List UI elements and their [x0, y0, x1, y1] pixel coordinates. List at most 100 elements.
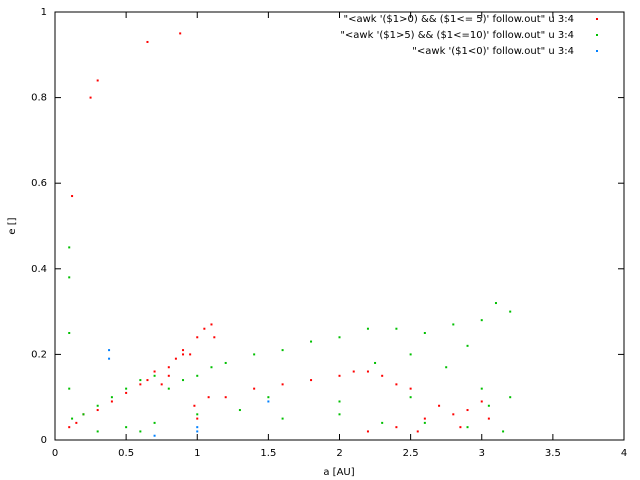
- legend-label: "<awk '($1<0)' follow.out" u 3:4: [412, 46, 574, 57]
- scatter-point: [395, 383, 398, 386]
- scatter-point: [193, 404, 196, 407]
- scatter-point: [210, 323, 213, 326]
- scatter-point: [179, 32, 182, 35]
- y-tick-label: 0: [41, 435, 47, 446]
- scatter-point: [395, 426, 398, 429]
- scatter-point: [68, 387, 71, 390]
- scatter-point: [182, 353, 185, 356]
- legend-swatch: [596, 18, 598, 20]
- scatter-point: [153, 370, 156, 373]
- scatter-point: [68, 332, 71, 334]
- x-tick-label: 0: [52, 448, 58, 459]
- scatter-point: [139, 383, 142, 386]
- scatter-point: [196, 413, 199, 416]
- scatter-point: [438, 404, 441, 407]
- scatter-point: [480, 387, 483, 390]
- scatter-point: [374, 361, 377, 364]
- scatter-point: [96, 409, 99, 412]
- scatter-point: [423, 421, 426, 424]
- scatter-point: [196, 336, 199, 339]
- scatter-point: [352, 370, 355, 373]
- scatter-point: [125, 426, 128, 429]
- scatter-point: [89, 96, 92, 99]
- scatter-point: [96, 430, 99, 433]
- scatter-point: [203, 327, 206, 330]
- scatter-point: [480, 400, 483, 403]
- scatter-point: [167, 374, 170, 377]
- scatter-point: [96, 79, 99, 82]
- scatter-point: [110, 396, 113, 399]
- scatter-point: [381, 421, 384, 424]
- scatter-point: [267, 396, 270, 399]
- scatter-point: [452, 323, 455, 326]
- scatter-point: [189, 353, 192, 356]
- scatter-point: [452, 413, 455, 416]
- scatter-point: [210, 366, 213, 369]
- scatter-point: [487, 417, 490, 420]
- scatter-point: [416, 430, 419, 433]
- scatter-point: [466, 409, 469, 412]
- scatter-point: [509, 310, 512, 313]
- x-axis-label: a [AU]: [323, 467, 354, 478]
- scatter-point: [310, 340, 313, 343]
- scatter-point: [68, 426, 71, 429]
- scatter-point: [310, 379, 313, 382]
- scatter-point: [509, 396, 512, 399]
- scatter-point: [338, 336, 341, 339]
- scatter-point: [253, 387, 256, 390]
- scatter-point: [238, 409, 241, 412]
- scatter-point: [174, 357, 177, 360]
- scatter-point: [366, 430, 369, 433]
- scatter-point: [68, 276, 71, 279]
- scatter-point: [494, 302, 497, 305]
- scatter-point: [167, 366, 170, 369]
- scatter-point: [196, 417, 199, 420]
- scatter-point: [68, 246, 71, 249]
- scatter-point: [153, 374, 156, 377]
- scatter-point: [459, 426, 462, 429]
- scatter-point: [167, 387, 170, 390]
- scatter-point: [207, 396, 210, 399]
- scatter-point: [182, 379, 185, 382]
- scatter-point: [423, 332, 426, 334]
- scatter-point: [466, 426, 469, 429]
- y-axis-label: e []: [7, 217, 18, 234]
- scatter-point: [338, 413, 341, 416]
- y-tick-label: 0.2: [31, 349, 47, 360]
- scatter-point: [71, 417, 74, 420]
- x-tick-label: 2: [336, 448, 342, 459]
- scatter-point: [153, 421, 156, 424]
- scatter-point: [96, 404, 99, 407]
- scatter-point: [253, 353, 256, 356]
- scatter-point: [409, 353, 412, 356]
- scatter-point: [281, 417, 284, 420]
- scatter-point: [196, 426, 199, 429]
- scatter-point: [366, 327, 369, 330]
- y-tick-label: 1: [41, 7, 47, 18]
- legend-swatch: [596, 34, 598, 36]
- scatter-point: [224, 361, 227, 364]
- scatter-point: [480, 319, 483, 322]
- scatter-point: [139, 379, 142, 382]
- x-tick-label: 3: [479, 448, 485, 459]
- legend-label: "<awk '($1>5) && ($1<=10)' follow.out" u…: [340, 30, 574, 41]
- y-tick-label: 0.4: [31, 264, 47, 275]
- scatter-point: [71, 195, 74, 198]
- scatter-point: [75, 421, 78, 424]
- scatter-point: [108, 357, 111, 360]
- y-tick-label: 0.8: [31, 93, 47, 104]
- scatter-point: [213, 336, 216, 339]
- scatter-point: [338, 400, 341, 403]
- scatter-point: [281, 349, 284, 352]
- scatter-point: [502, 430, 505, 433]
- scatter-point: [125, 387, 128, 390]
- scatter-point: [160, 383, 163, 386]
- scatter-point: [110, 400, 113, 403]
- scatter-point: [267, 400, 270, 403]
- scatter-point: [466, 344, 469, 347]
- scatter-point: [196, 430, 199, 433]
- scatter-point: [423, 417, 426, 420]
- x-tick-label: 2.5: [403, 448, 419, 459]
- scatter-point: [409, 396, 412, 399]
